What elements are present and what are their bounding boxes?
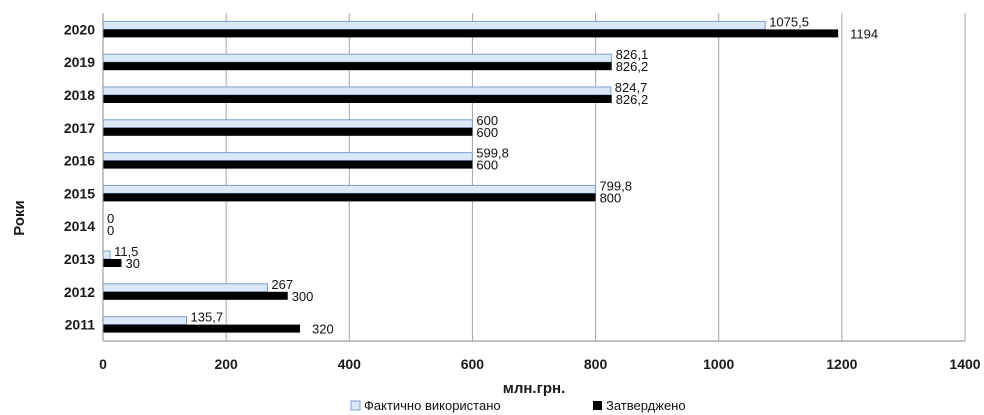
data-label-approved: 30 <box>125 256 139 271</box>
y-tick-label: 2019 <box>64 54 95 70</box>
x-tick-label: 1000 <box>703 356 734 372</box>
data-label-actual: 135,7 <box>191 310 224 325</box>
bar-approved <box>103 193 596 201</box>
data-label-approved: 1194 <box>850 26 878 41</box>
x-tick-label: 200 <box>214 356 238 372</box>
y-axis-title: Роки <box>11 200 28 236</box>
bar-approved <box>103 325 300 333</box>
bar-approved <box>103 259 121 267</box>
legend: Фактично використано Затверджено <box>351 398 686 413</box>
bar-actual <box>103 87 611 95</box>
legend-swatch-actual <box>351 401 360 410</box>
x-tick-label: 0 <box>99 356 107 372</box>
y-tick-label: 2020 <box>64 21 95 37</box>
data-label-approved: 600 <box>476 125 498 140</box>
data-label-approved: 300 <box>292 289 314 304</box>
y-tick-label: 2013 <box>64 251 95 267</box>
bar-actual <box>103 21 765 29</box>
data-label-approved: 826,2 <box>616 92 649 107</box>
legend-label-approved: Затверджено <box>606 398 686 413</box>
data-label-approved: 600 <box>476 158 498 173</box>
y-tick-label: 2018 <box>64 87 95 103</box>
y-tick-labels: 2020 2019 2018 2017 2016 2015 2014 2013 2012 2011 <box>64 21 95 332</box>
x-tick-label: 600 <box>461 356 485 372</box>
bar-actual <box>103 54 612 62</box>
bar-approved <box>103 29 838 37</box>
bar-actual <box>103 185 595 193</box>
y-tick-label: 2014 <box>64 218 95 234</box>
data-label-approved: 826,2 <box>616 59 649 74</box>
bar-approved <box>103 95 612 103</box>
bar-actual <box>103 153 472 161</box>
legend-label-actual: Фактично використано <box>364 398 501 413</box>
data-label-actual: 1075,5 <box>769 14 809 29</box>
data-label-approved: 800 <box>600 190 622 205</box>
y-tick-label: 2015 <box>64 185 95 201</box>
y-tick-label: 2012 <box>64 284 95 300</box>
x-axis-title: млн.грн. <box>503 380 566 397</box>
legend-swatch-approved <box>593 401 602 410</box>
bar-actual <box>103 120 472 128</box>
bar-actual <box>103 317 187 325</box>
data-label-approved: 320 <box>312 322 334 337</box>
data-label-approved: 0 <box>107 223 114 238</box>
y-tick-label: 2016 <box>64 153 95 169</box>
bar-actual <box>103 284 267 292</box>
y-tick-label: 2017 <box>64 120 95 136</box>
x-tick-label: 800 <box>584 356 608 372</box>
x-tick-label: 1400 <box>949 356 980 372</box>
y-tick-label: 2011 <box>65 317 96 333</box>
data-label-actual: 267 <box>271 277 293 292</box>
bar-approved <box>103 62 612 70</box>
bar-actual <box>103 251 110 259</box>
x-tick-label: 400 <box>338 356 362 372</box>
bar-approved <box>103 292 288 300</box>
bar-approved <box>103 161 472 169</box>
x-tick-label: 1200 <box>826 356 857 372</box>
bar-approved <box>103 128 472 136</box>
x-tick-labels: 0 200 400 600 800 1000 1200 1400 <box>99 356 981 372</box>
